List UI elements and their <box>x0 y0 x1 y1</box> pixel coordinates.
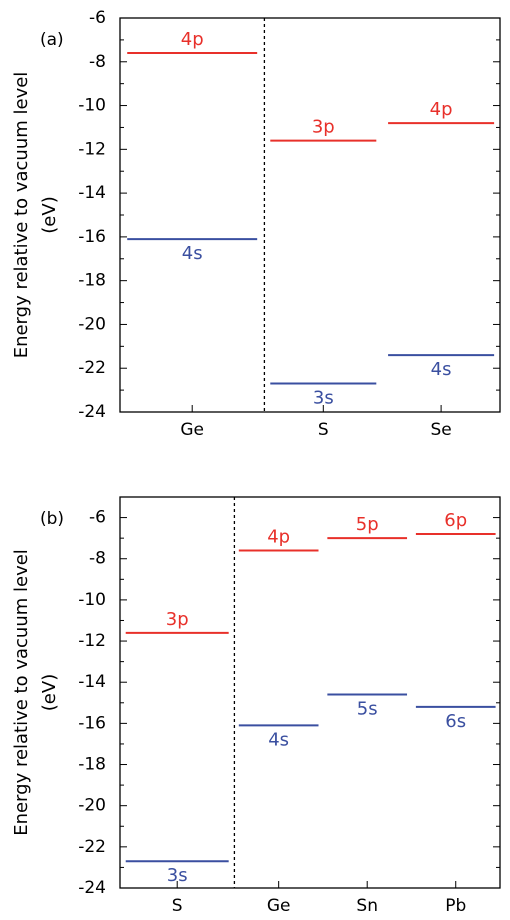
level-label: 4s <box>431 359 452 380</box>
x-tick-label: Ge <box>180 420 204 440</box>
y-tick-label: -22 <box>78 358 106 378</box>
level-label: 5s <box>357 699 378 720</box>
level-label: 3s <box>313 388 334 409</box>
y-tick-label: -24 <box>78 878 106 898</box>
x-tick-label: Sn <box>356 896 378 916</box>
y-tick-label: -24 <box>78 402 106 422</box>
level-label: 4p <box>267 527 290 548</box>
x-tick-label: Pb <box>445 896 466 916</box>
x-tick-label: Se <box>430 420 451 440</box>
level-label: 3p <box>312 117 335 138</box>
y-tick-label: -14 <box>78 183 106 203</box>
y-tick-label: -12 <box>78 139 106 159</box>
y-tick-label: -20 <box>78 796 106 816</box>
level-label: 6s <box>445 711 466 732</box>
y-tick-label: -10 <box>78 96 106 116</box>
y-tick-label: -10 <box>78 590 106 610</box>
x-tick-label: S <box>172 896 183 916</box>
y-tick-label: -18 <box>78 271 106 291</box>
y-tick-label: -6 <box>89 508 106 528</box>
y-tick-label: -8 <box>89 52 106 72</box>
level-label: 4p <box>181 29 204 50</box>
panel-label: (b) <box>40 509 64 529</box>
level-label: 6p <box>444 510 467 531</box>
level-label: 4p <box>430 99 453 120</box>
y-tick-label: -16 <box>78 713 106 733</box>
plot-frame <box>119 496 501 889</box>
level-label: 4s <box>268 729 289 750</box>
y-axis-label: Energy relative to vacuum level <box>11 72 32 359</box>
x-tick-label: Ge <box>267 896 291 916</box>
y-tick-label: -14 <box>78 672 106 692</box>
y-axis-label: (eV) <box>39 196 60 233</box>
level-label: 5p <box>356 514 379 535</box>
y-axis-label: (eV) <box>39 674 60 711</box>
level-label: 3p <box>166 609 189 630</box>
y-tick-label: -12 <box>78 631 106 651</box>
y-tick-label: -20 <box>78 314 106 334</box>
y-tick-label: -18 <box>78 755 106 775</box>
plot-frame <box>119 17 501 413</box>
y-tick-label: -22 <box>78 837 106 857</box>
level-label: 3s <box>167 865 188 886</box>
x-tick-label: S <box>318 420 329 440</box>
y-axis-label: Energy relative to vacuum level <box>11 549 32 836</box>
y-tick-label: -6 <box>89 8 106 28</box>
panel-label: (a) <box>40 30 64 50</box>
y-tick-label: -16 <box>78 227 106 247</box>
level-label: 4s <box>182 243 203 264</box>
y-tick-label: -8 <box>89 549 106 569</box>
